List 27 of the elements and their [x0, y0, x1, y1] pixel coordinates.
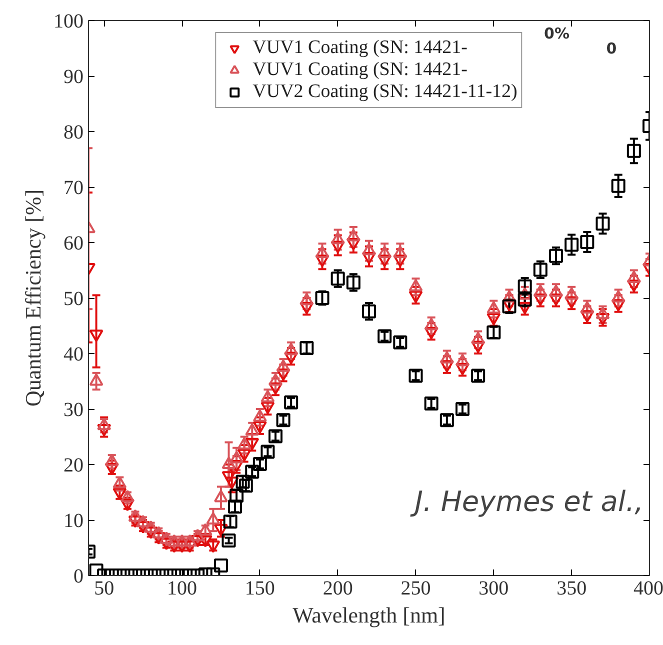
x-tick-label: 200	[322, 578, 353, 600]
x-tick-label: 100	[167, 578, 197, 600]
y-tick-label: 10	[64, 510, 84, 532]
y-tick-label: 70	[64, 177, 84, 199]
x-tick-label: 350	[556, 578, 587, 600]
x-tick-label: 250	[400, 578, 431, 600]
y-tick-label: 100	[54, 10, 84, 32]
y-axis-title: Quantum Efficiency [%]	[20, 189, 46, 407]
y-tick-label: 30	[64, 399, 84, 421]
annotation: 0	[606, 40, 617, 58]
x-tick-label: 150	[244, 578, 275, 600]
x-tick-label: 300	[478, 578, 509, 600]
y-tick-label: 20	[64, 454, 84, 476]
x-axis-title: Wavelength [nm]	[292, 602, 446, 628]
y-tick-label: 80	[64, 122, 84, 144]
x-tick-label: 50	[94, 578, 114, 600]
annotation: 0%	[544, 24, 570, 42]
legend-label: VUV2 Coating (SN: 14421-11-12)	[252, 81, 518, 103]
annotation: J. Heymes et al.,	[410, 484, 644, 518]
x-tick-label: 400	[634, 578, 663, 600]
y-tick-label: 50	[64, 288, 84, 310]
legend-label: VUV1 Coating (SN: 14421-	[252, 59, 468, 81]
y-tick-label: 0	[74, 566, 84, 588]
legend-label: VUV1 Coating (SN: 14421-	[252, 37, 468, 59]
y-tick-label: 90	[64, 66, 84, 88]
y-tick-label: 40	[64, 344, 84, 366]
y-tick-label: 60	[64, 232, 84, 254]
